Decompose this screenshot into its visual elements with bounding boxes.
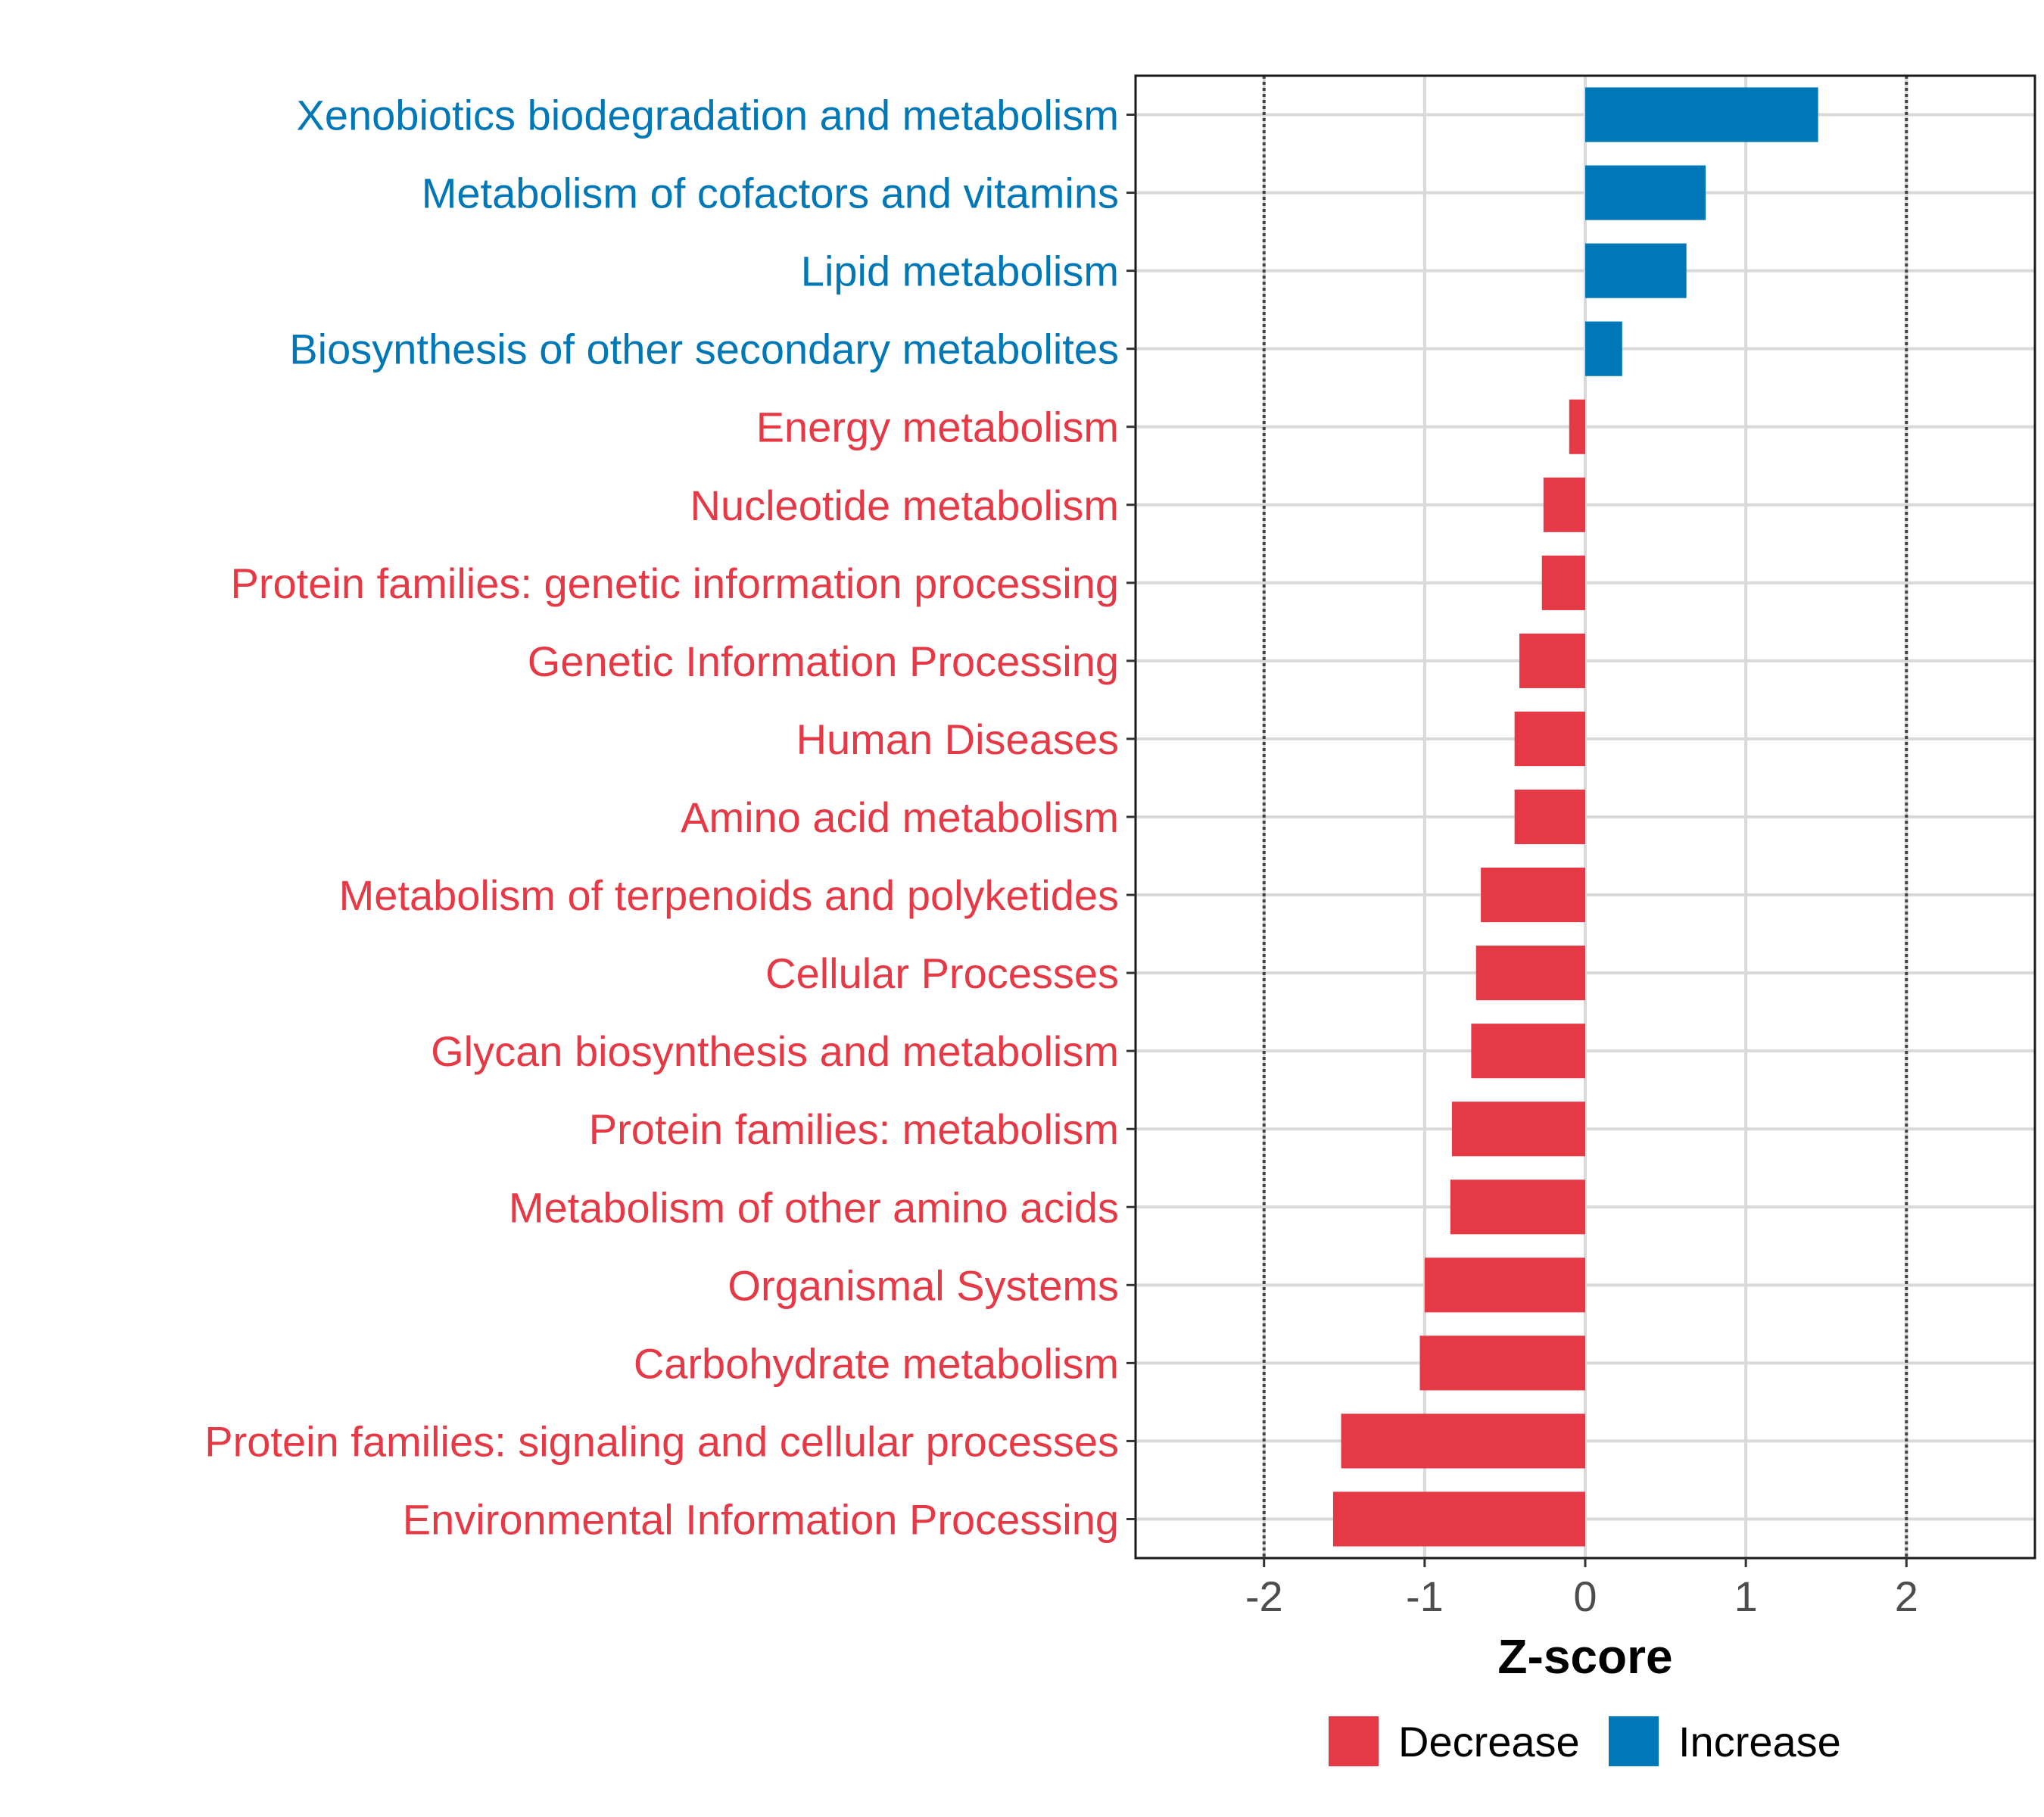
legend: Decrease Increase <box>1329 1716 1841 1766</box>
category-label: Energy metabolism <box>756 404 1119 451</box>
bar <box>1450 1180 1585 1235</box>
bar <box>1585 243 1687 298</box>
bar <box>1451 1102 1585 1157</box>
bar <box>1569 399 1585 454</box>
x-tick-label: 0 <box>1573 1572 1597 1620</box>
category-label: Environmental Information Processing <box>403 1495 1119 1543</box>
bar <box>1419 1335 1585 1391</box>
x-tick-label: -2 <box>1245 1572 1283 1620</box>
category-label: Metabolism of other amino acids <box>509 1183 1119 1231</box>
bar <box>1475 946 1585 1001</box>
x-tick-label: 2 <box>1895 1572 1918 1620</box>
bars <box>1332 87 1818 1547</box>
category-label: Human Diseases <box>796 715 1119 763</box>
legend-key <box>1329 1716 1379 1766</box>
category-label: Protein families: genetic information pr… <box>231 559 1119 607</box>
category-label: Xenobiotics biodegradation and metabolis… <box>297 92 1119 139</box>
legend-label: Increase <box>1678 1718 1841 1766</box>
bar <box>1585 87 1818 142</box>
category-label: Metabolism of terpenoids and polyketides <box>339 871 1119 919</box>
x-tick-label: 1 <box>1734 1572 1758 1620</box>
y-axis-ticks <box>1126 114 1136 1520</box>
category-label: Glycan biosynthesis and metabolism <box>431 1027 1119 1075</box>
bar <box>1541 555 1585 610</box>
category-label: Lipid metabolism <box>801 248 1119 295</box>
category-label: Nucleotide metabolism <box>690 482 1119 529</box>
category-label: Amino acid metabolism <box>681 793 1119 841</box>
category-label: Metabolism of cofactors and vitamins <box>422 170 1119 217</box>
category-label: Protein families: metabolism <box>589 1105 1119 1153</box>
category-label: Genetic Information Processing <box>528 637 1119 685</box>
x-axis-title: Z-score <box>1497 1629 1672 1684</box>
category-labels: Xenobiotics biodegradation and metabolis… <box>204 92 1119 1544</box>
bar <box>1585 165 1706 220</box>
category-label: Biosynthesis of other secondary metaboli… <box>289 326 1119 373</box>
bar <box>1481 867 1585 923</box>
x-tick-label: -1 <box>1406 1572 1444 1620</box>
bar <box>1514 789 1585 845</box>
bar <box>1519 633 1585 688</box>
bar <box>1543 477 1585 532</box>
category-label: Carbohydrate metabolism <box>634 1339 1119 1387</box>
legend-key <box>1609 1716 1659 1766</box>
category-label: Cellular Processes <box>765 949 1119 997</box>
category-label: Protein families: signaling and cellular… <box>204 1417 1119 1465</box>
bar <box>1332 1491 1585 1547</box>
legend-label: Decrease <box>1398 1718 1580 1766</box>
x-axis-ticks: -2 -1 0 1 2 <box>1245 1558 1918 1620</box>
bar <box>1341 1413 1585 1469</box>
bar <box>1471 1024 1585 1079</box>
category-label: Organismal Systems <box>728 1261 1119 1309</box>
bar <box>1424 1258 1585 1313</box>
bar <box>1514 711 1585 767</box>
bar <box>1585 321 1622 376</box>
